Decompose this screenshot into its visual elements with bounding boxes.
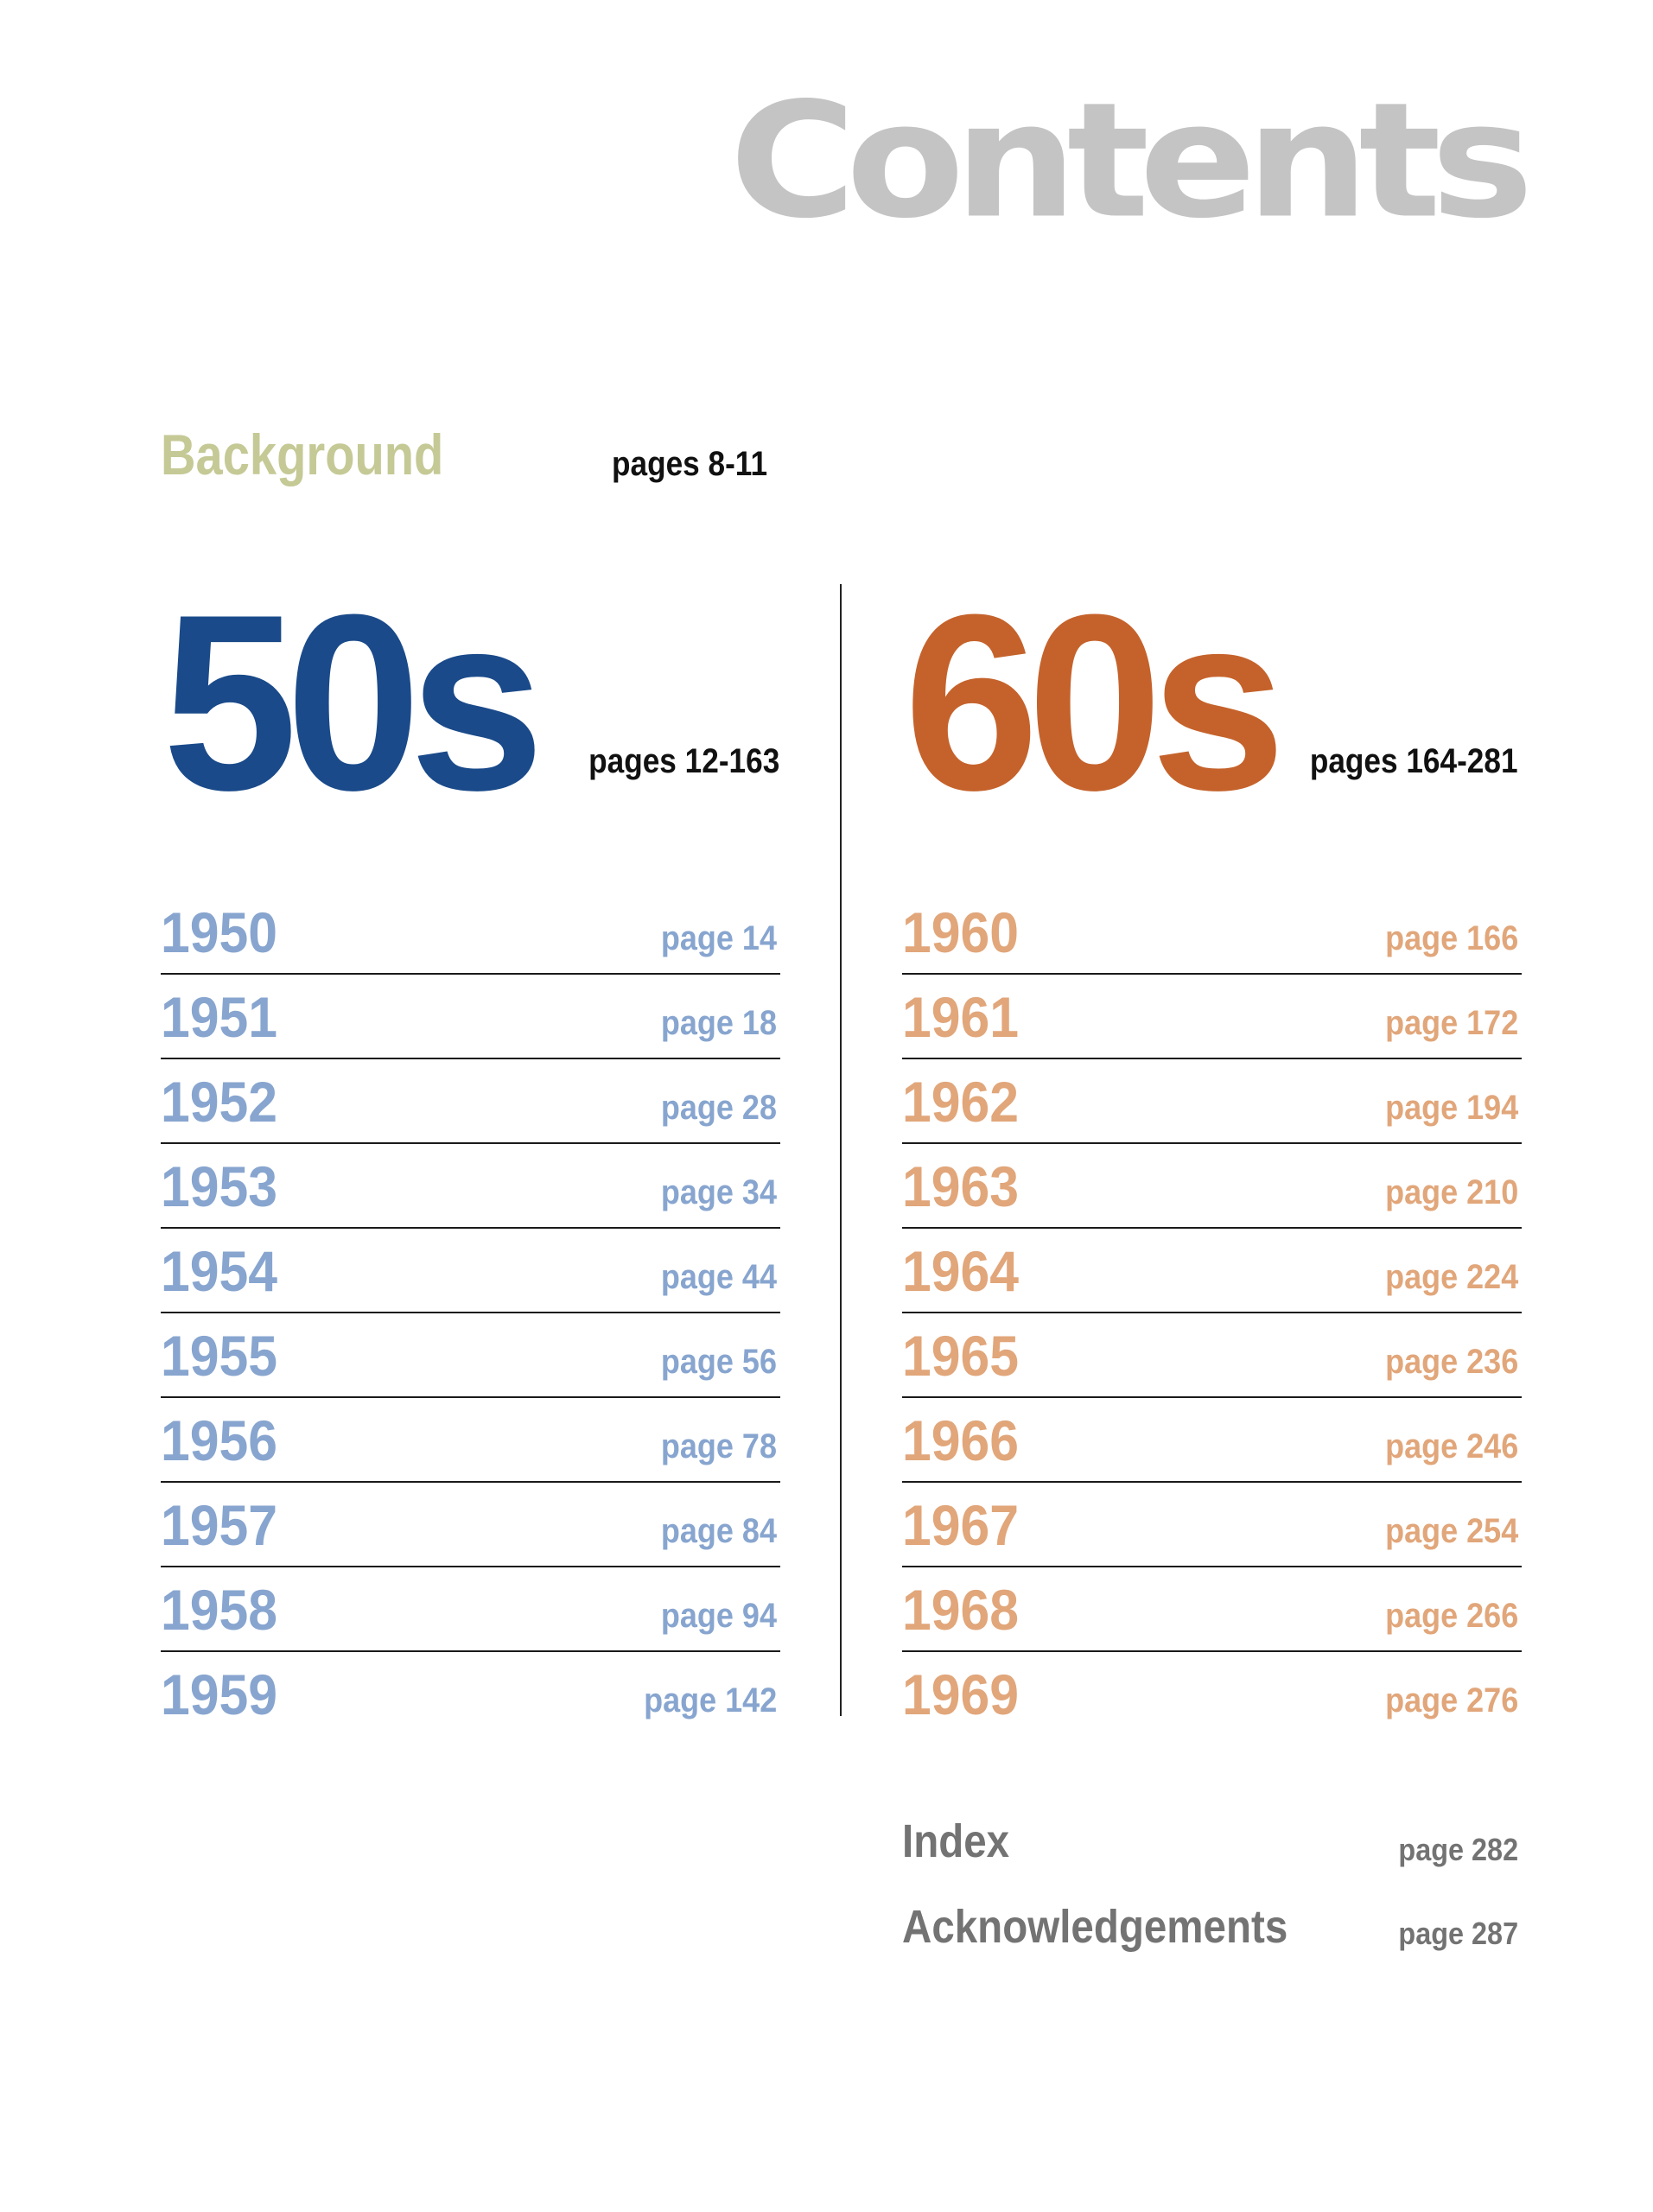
year-page-ref: page 34 bbox=[660, 1173, 777, 1211]
year-page-ref: page 224 bbox=[1384, 1258, 1518, 1296]
year-label: 1965 bbox=[902, 1324, 1020, 1388]
year-label: 1962 bbox=[902, 1070, 1020, 1134]
year-page-ref: page 254 bbox=[1384, 1512, 1518, 1550]
year-page-ref: page 18 bbox=[660, 1004, 777, 1042]
year-label: 1953 bbox=[161, 1154, 278, 1218]
year-label: 1969 bbox=[902, 1662, 1020, 1726]
year-page-ref: page 28 bbox=[660, 1089, 777, 1127]
decade-50s-heading[interactable]: 50s bbox=[162, 563, 544, 842]
year-page-ref: page 78 bbox=[660, 1427, 777, 1465]
year-row-1969[interactable]: 1969 page 276 bbox=[902, 1652, 1522, 1737]
year-label: 1967 bbox=[902, 1493, 1020, 1557]
year-label: 1956 bbox=[161, 1408, 278, 1472]
year-list-50s: 1950 page 14 1951 page 18 1952 page 28 1953… bbox=[161, 890, 780, 1737]
year-page-ref: page 142 bbox=[643, 1681, 777, 1719]
year-row-1958[interactable]: 1958 page 94 bbox=[161, 1567, 780, 1652]
year-row-1959[interactable]: 1959 page 142 bbox=[161, 1652, 780, 1737]
year-row-1961[interactable]: 1961 page 172 bbox=[902, 975, 1522, 1059]
year-row-1963[interactable]: 1963 page 210 bbox=[902, 1144, 1522, 1229]
year-label: 1959 bbox=[161, 1662, 278, 1726]
year-page-ref: page 94 bbox=[660, 1597, 777, 1635]
decade-60s-heading[interactable]: 60s bbox=[904, 563, 1286, 842]
year-page-ref: page 14 bbox=[660, 919, 777, 957]
year-row-1964[interactable]: 1964 page 224 bbox=[902, 1229, 1522, 1313]
year-label: 1968 bbox=[902, 1578, 1020, 1642]
year-label: 1960 bbox=[902, 900, 1020, 964]
year-page-ref: page 246 bbox=[1384, 1427, 1518, 1465]
year-page-ref: page 266 bbox=[1384, 1597, 1518, 1635]
background-section-label[interactable]: Background bbox=[161, 423, 444, 486]
year-label: 1958 bbox=[161, 1578, 278, 1642]
year-page-ref: page 194 bbox=[1384, 1089, 1518, 1127]
year-label: 1954 bbox=[161, 1239, 278, 1303]
year-row-1950[interactable]: 1950 page 14 bbox=[161, 890, 780, 975]
year-row-1966[interactable]: 1966 page 246 bbox=[902, 1398, 1522, 1483]
year-label: 1963 bbox=[902, 1154, 1020, 1218]
year-page-ref: page 276 bbox=[1384, 1681, 1518, 1719]
year-row-1962[interactable]: 1962 page 194 bbox=[902, 1059, 1522, 1144]
year-page-ref: page 172 bbox=[1384, 1004, 1518, 1042]
year-label: 1951 bbox=[161, 985, 278, 1049]
year-row-1951[interactable]: 1951 page 18 bbox=[161, 975, 780, 1059]
background-section-pages: pages 8-11 bbox=[612, 445, 768, 483]
acknowledgements-label[interactable]: Acknowledgements bbox=[902, 1901, 1288, 1953]
year-row-1960[interactable]: 1960 page 166 bbox=[902, 890, 1522, 975]
index-page-ref: page 282 bbox=[1398, 1832, 1518, 1867]
year-row-1956[interactable]: 1956 page 78 bbox=[161, 1398, 780, 1483]
year-label: 1957 bbox=[161, 1493, 278, 1557]
year-label: 1952 bbox=[161, 1070, 278, 1134]
year-row-1953[interactable]: 1953 page 34 bbox=[161, 1144, 780, 1229]
year-page-ref: page 44 bbox=[660, 1258, 777, 1296]
year-row-1952[interactable]: 1952 page 28 bbox=[161, 1059, 780, 1144]
year-page-ref: page 166 bbox=[1384, 919, 1518, 957]
year-row-1957[interactable]: 1957 page 84 bbox=[161, 1483, 780, 1567]
year-label: 1964 bbox=[902, 1239, 1020, 1303]
page-title: Contents bbox=[729, 68, 1534, 254]
decade-50s-pages: pages 12-163 bbox=[588, 742, 779, 780]
year-page-ref: page 84 bbox=[660, 1512, 777, 1550]
year-row-1955[interactable]: 1955 page 56 bbox=[161, 1313, 780, 1398]
year-page-ref: page 56 bbox=[660, 1343, 777, 1381]
decade-60s-pages: pages 164-281 bbox=[1310, 742, 1518, 780]
year-page-ref: page 210 bbox=[1384, 1173, 1518, 1211]
year-row-1968[interactable]: 1968 page 266 bbox=[902, 1567, 1522, 1652]
year-page-ref: page 236 bbox=[1384, 1343, 1518, 1381]
year-label: 1961 bbox=[902, 985, 1020, 1049]
year-label: 1955 bbox=[161, 1324, 278, 1388]
index-label[interactable]: Index bbox=[902, 1815, 1010, 1867]
year-row-1965[interactable]: 1965 page 236 bbox=[902, 1313, 1522, 1398]
year-row-1954[interactable]: 1954 page 44 bbox=[161, 1229, 780, 1313]
column-divider bbox=[840, 584, 842, 1716]
year-row-1967[interactable]: 1967 page 254 bbox=[902, 1483, 1522, 1567]
year-list-60s: 1960 page 166 1961 page 172 1962 page 194 1… bbox=[902, 890, 1522, 1737]
year-label: 1966 bbox=[902, 1408, 1020, 1472]
year-label: 1950 bbox=[161, 900, 278, 964]
acknowledgements-page-ref: page 287 bbox=[1398, 1916, 1518, 1951]
